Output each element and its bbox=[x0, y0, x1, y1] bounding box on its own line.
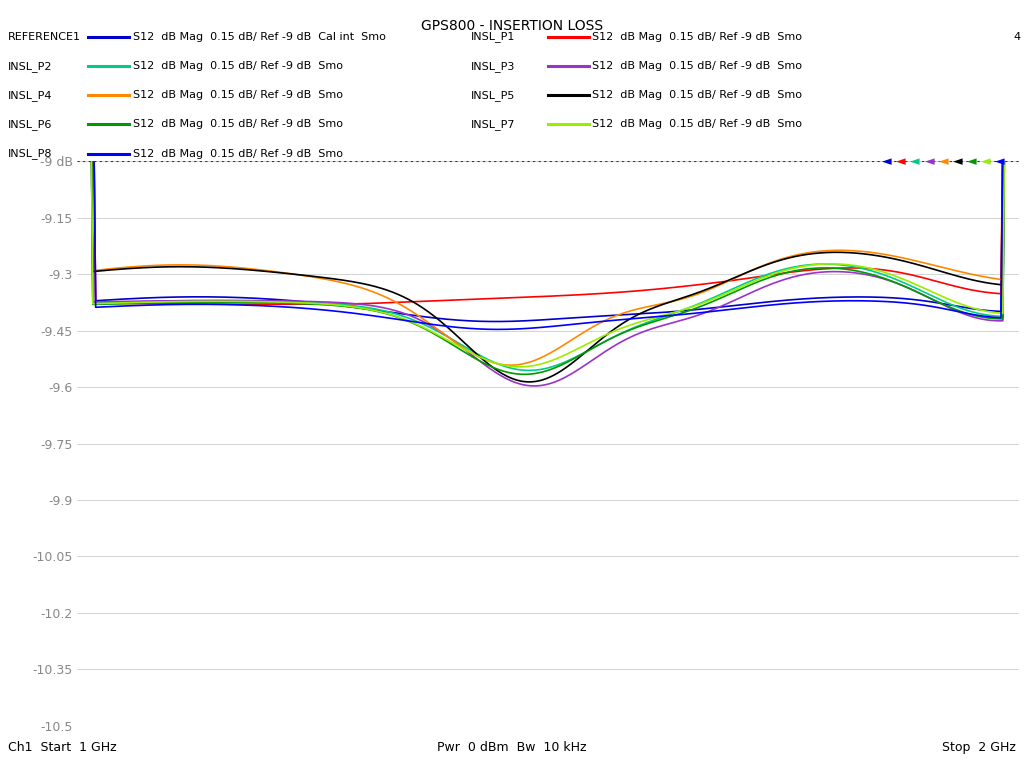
Text: S12  dB Mag  0.15 dB/ Ref -9 dB  Cal int  Smo: S12 dB Mag 0.15 dB/ Ref -9 dB Cal int Sm… bbox=[133, 31, 386, 42]
Text: S12  dB Mag  0.15 dB/ Ref -9 dB  Smo: S12 dB Mag 0.15 dB/ Ref -9 dB Smo bbox=[592, 90, 802, 101]
Text: INSL_P5: INSL_P5 bbox=[471, 90, 515, 101]
Text: S12  dB Mag  0.15 dB/ Ref -9 dB  Smo: S12 dB Mag 0.15 dB/ Ref -9 dB Smo bbox=[133, 90, 343, 101]
Text: INSL_P4: INSL_P4 bbox=[8, 90, 52, 101]
Text: ◄: ◄ bbox=[896, 155, 906, 167]
Text: INSL_P2: INSL_P2 bbox=[8, 61, 52, 71]
Text: REFERENCE1: REFERENCE1 bbox=[8, 31, 81, 42]
Text: ◄: ◄ bbox=[995, 155, 1005, 167]
Text: Ch1  Start  1 GHz: Ch1 Start 1 GHz bbox=[8, 741, 117, 754]
Text: INSL_P7: INSL_P7 bbox=[471, 119, 515, 130]
Text: INSL_P1: INSL_P1 bbox=[471, 31, 515, 42]
Text: Stop  2 GHz: Stop 2 GHz bbox=[942, 741, 1016, 754]
Text: GPS800 - INSERTION LOSS: GPS800 - INSERTION LOSS bbox=[421, 19, 603, 33]
Text: ◄: ◄ bbox=[967, 155, 977, 167]
Text: INSL_P6: INSL_P6 bbox=[8, 119, 52, 130]
Text: INSL_P3: INSL_P3 bbox=[471, 61, 515, 71]
Text: S12  dB Mag  0.15 dB/ Ref -9 dB  Smo: S12 dB Mag 0.15 dB/ Ref -9 dB Smo bbox=[592, 31, 802, 42]
Text: 4: 4 bbox=[1014, 31, 1021, 42]
Text: ◄: ◄ bbox=[939, 155, 948, 167]
Text: ◄: ◄ bbox=[883, 155, 892, 167]
Text: S12  dB Mag  0.15 dB/ Ref -9 dB  Smo: S12 dB Mag 0.15 dB/ Ref -9 dB Smo bbox=[133, 148, 343, 159]
Text: ◄: ◄ bbox=[981, 155, 990, 167]
Text: ◄: ◄ bbox=[953, 155, 963, 167]
Text: S12  dB Mag  0.15 dB/ Ref -9 dB  Smo: S12 dB Mag 0.15 dB/ Ref -9 dB Smo bbox=[133, 119, 343, 130]
Text: S12  dB Mag  0.15 dB/ Ref -9 dB  Smo: S12 dB Mag 0.15 dB/ Ref -9 dB Smo bbox=[592, 61, 802, 71]
Text: S12  dB Mag  0.15 dB/ Ref -9 dB  Smo: S12 dB Mag 0.15 dB/ Ref -9 dB Smo bbox=[133, 61, 343, 71]
Text: Pwr  0 dBm  Bw  10 kHz: Pwr 0 dBm Bw 10 kHz bbox=[437, 741, 587, 754]
Text: S12  dB Mag  0.15 dB/ Ref -9 dB  Smo: S12 dB Mag 0.15 dB/ Ref -9 dB Smo bbox=[592, 119, 802, 130]
Text: INSL_P8: INSL_P8 bbox=[8, 148, 52, 159]
Text: ◄: ◄ bbox=[910, 155, 920, 167]
Text: ◄: ◄ bbox=[925, 155, 934, 167]
